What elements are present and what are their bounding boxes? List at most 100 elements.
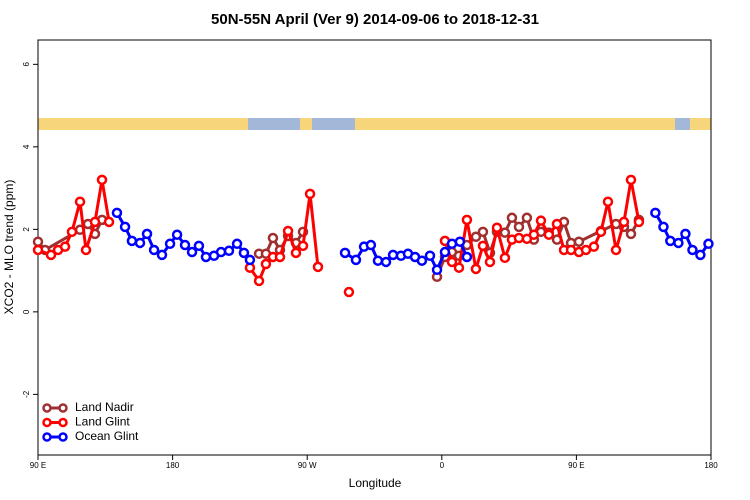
data-point bbox=[461, 214, 473, 226]
data-point bbox=[535, 215, 547, 226]
data-point bbox=[111, 207, 123, 219]
data-point bbox=[461, 251, 473, 263]
data-point bbox=[304, 188, 316, 200]
data-point bbox=[477, 240, 489, 252]
data-point bbox=[491, 222, 503, 233]
data-point bbox=[573, 236, 585, 247]
data-point bbox=[74, 196, 86, 207]
data-point bbox=[80, 244, 92, 256]
data-point bbox=[148, 244, 160, 256]
legend-label: Ocean Glint bbox=[75, 429, 139, 443]
data-point bbox=[238, 247, 250, 259]
data-point bbox=[290, 247, 302, 259]
data-point bbox=[633, 216, 645, 228]
data-point bbox=[372, 255, 384, 266]
data-point bbox=[595, 226, 607, 238]
data-point bbox=[66, 226, 78, 238]
data-point bbox=[193, 240, 205, 252]
data-point bbox=[339, 247, 351, 259]
data-point bbox=[439, 246, 451, 258]
data-point bbox=[665, 235, 676, 247]
data-point bbox=[141, 228, 153, 240]
data-point bbox=[231, 238, 243, 250]
legend-marker bbox=[58, 417, 68, 428]
data-point bbox=[297, 240, 309, 252]
data-point bbox=[156, 249, 168, 261]
data-point bbox=[267, 232, 279, 244]
data-point bbox=[673, 237, 684, 249]
data-point bbox=[32, 236, 44, 247]
y-tick-label: 6 bbox=[22, 62, 31, 67]
y-tick-label: 2 bbox=[22, 227, 31, 232]
data-point bbox=[424, 250, 436, 262]
legend-marker bbox=[58, 403, 68, 413]
data-point bbox=[499, 227, 511, 238]
data-point bbox=[658, 221, 669, 233]
data-point bbox=[703, 238, 714, 250]
data-point bbox=[103, 216, 115, 228]
x-axis-label: Longitude bbox=[349, 476, 402, 490]
data-point bbox=[186, 246, 198, 258]
data-point bbox=[134, 237, 146, 249]
land-mask-strip bbox=[38, 118, 711, 130]
legend-label: Land Glint bbox=[75, 415, 130, 429]
data-point bbox=[380, 256, 392, 268]
data-point bbox=[171, 229, 183, 240]
data-point bbox=[453, 262, 465, 273]
data-point bbox=[470, 263, 482, 275]
y-tick-label: 4 bbox=[22, 144, 31, 149]
data-point bbox=[610, 244, 622, 256]
data-point bbox=[618, 216, 630, 228]
x-tick-label: 90 E bbox=[568, 461, 584, 470]
data-point bbox=[625, 174, 637, 186]
x-tick-label: 90 W bbox=[298, 461, 317, 470]
data-point bbox=[470, 231, 482, 243]
x-tick-label: 0 bbox=[440, 461, 445, 470]
data-point bbox=[625, 228, 637, 240]
data-point bbox=[431, 264, 443, 276]
legend-marker bbox=[42, 417, 52, 428]
y-tick-label: 0 bbox=[22, 309, 31, 314]
data-point bbox=[200, 251, 212, 263]
data-point bbox=[179, 239, 191, 251]
data-point bbox=[477, 226, 489, 238]
data-point bbox=[454, 236, 466, 247]
data-point bbox=[680, 228, 691, 240]
data-point bbox=[223, 245, 235, 257]
data-point bbox=[506, 212, 518, 224]
data-point bbox=[215, 246, 227, 258]
x-tick-label: 90 E bbox=[30, 461, 46, 470]
legend-label: Land Nadir bbox=[75, 400, 134, 414]
data-point bbox=[365, 239, 377, 251]
data-point bbox=[282, 225, 294, 237]
data-point bbox=[687, 244, 698, 256]
data-point bbox=[551, 218, 563, 230]
data-point bbox=[96, 174, 108, 186]
data-point bbox=[343, 286, 355, 298]
data-point bbox=[32, 244, 44, 256]
data-point bbox=[45, 249, 57, 261]
legend-marker bbox=[58, 432, 68, 442]
legend-marker bbox=[42, 403, 52, 413]
data-point bbox=[416, 255, 428, 266]
data-point bbox=[274, 251, 286, 263]
data-point bbox=[126, 235, 138, 247]
y-tick-label: -2 bbox=[22, 390, 31, 398]
data-point bbox=[588, 241, 600, 252]
data-point bbox=[312, 261, 324, 273]
data-point bbox=[446, 256, 458, 268]
data-point bbox=[244, 254, 256, 266]
y-axis-label: XCO2 - MLO trend (ppm) bbox=[2, 180, 16, 315]
data-point bbox=[513, 221, 525, 233]
x-tick-label: 180 bbox=[704, 461, 718, 470]
data-point bbox=[164, 238, 176, 250]
data-point bbox=[602, 196, 614, 207]
data-point bbox=[350, 254, 362, 266]
data-point bbox=[543, 229, 555, 240]
legend-marker bbox=[42, 432, 52, 442]
data-point bbox=[484, 256, 496, 268]
chart-title: 50N-55N April (Ver 9) 2014-09-06 to 2018… bbox=[211, 11, 539, 28]
data-point bbox=[499, 252, 511, 264]
data-point bbox=[260, 258, 272, 270]
